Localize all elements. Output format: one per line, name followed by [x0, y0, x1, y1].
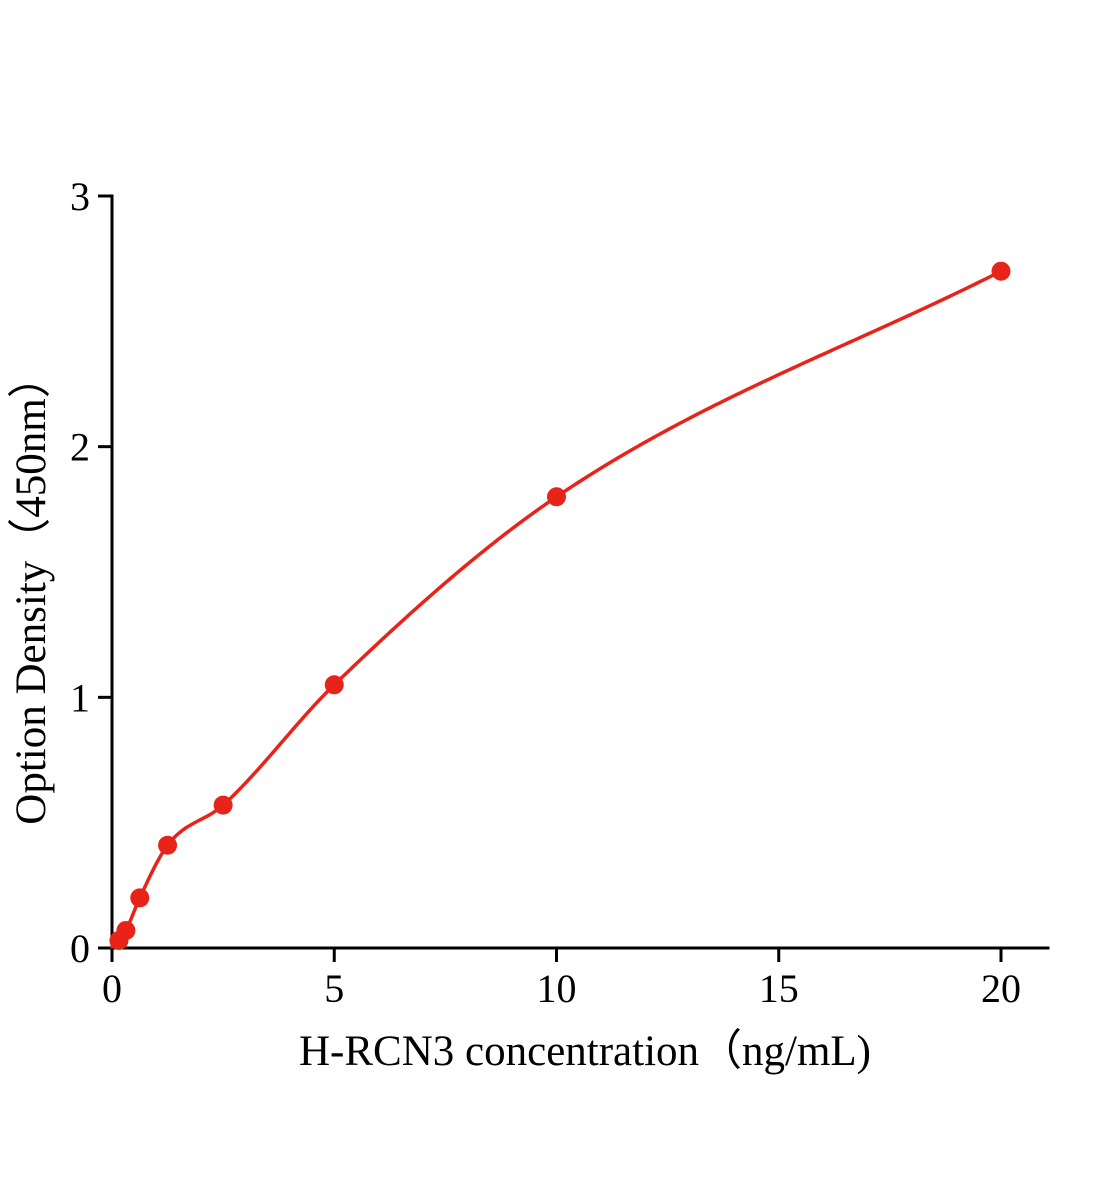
data-point: [213, 795, 233, 815]
axes-layer: 0 5 10 15 20 0 1 2 3: [70, 174, 1050, 1011]
x-tick-label: 15: [759, 966, 799, 1011]
y-tick-label: 3: [70, 174, 90, 219]
data-point: [158, 835, 178, 855]
y-axis-title: Option Density（450nm）: [8, 355, 55, 824]
plot-layer: [109, 261, 1011, 950]
data-point: [130, 888, 150, 908]
x-tick-label: 0: [102, 966, 122, 1011]
data-point: [116, 920, 136, 940]
x-tick-label: 10: [537, 966, 577, 1011]
x-tick-label: 5: [324, 966, 344, 1011]
x-axis-title: H-RCN3 concentration（ng/mL): [299, 1028, 871, 1075]
y-tick-label: 2: [70, 425, 90, 470]
fit-curve: [110, 269, 1003, 949]
data-point: [324, 675, 344, 695]
data-point: [991, 261, 1011, 281]
y-tick-label: 1: [70, 675, 90, 720]
x-tick-label: 20: [981, 966, 1021, 1011]
y-tick-label: 0: [70, 926, 90, 971]
data-point: [547, 487, 566, 507]
